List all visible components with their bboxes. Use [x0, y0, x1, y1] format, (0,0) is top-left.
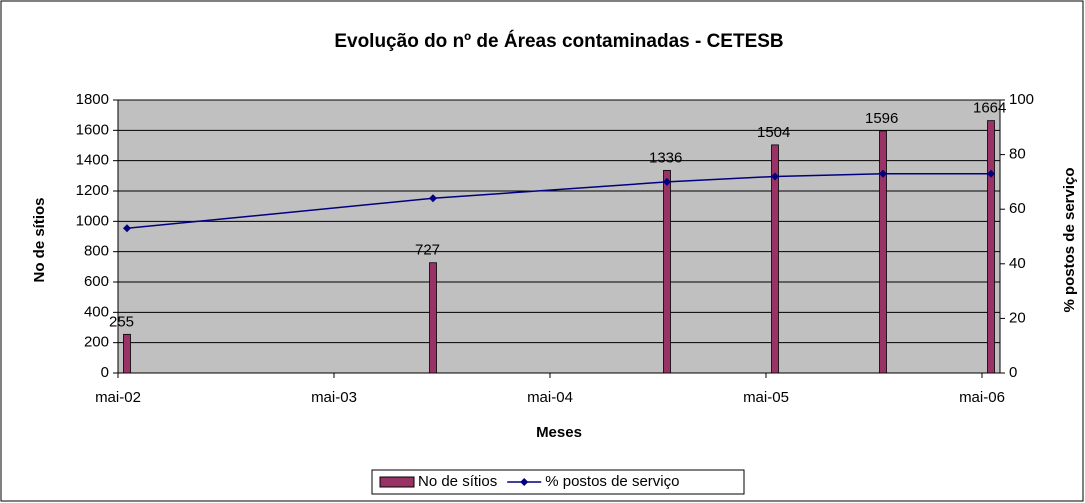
y-tick-label: 0: [101, 364, 109, 381]
bar: [663, 169, 671, 374]
marker: [771, 172, 779, 181]
line: [126, 172, 991, 230]
bar: [771, 144, 779, 374]
x-axis-label: Meses: [536, 424, 582, 441]
data-label: 727: [415, 242, 440, 259]
legend-label: No de sítios: [418, 473, 497, 490]
bar: [429, 262, 437, 374]
y2-tick-label: 40: [1009, 255, 1026, 272]
y-tick-label: 1800: [76, 91, 109, 108]
marker: [429, 194, 437, 203]
y-tick-label: 400: [84, 303, 109, 320]
y-tick-label: 200: [84, 334, 109, 351]
marker: [987, 169, 995, 178]
y2-axis-label: % postos de serviço: [1061, 167, 1078, 312]
x-tick-label: mai-03: [311, 389, 357, 406]
marker: [663, 177, 671, 186]
data-label: 1504: [757, 124, 790, 141]
plot-area: [117, 99, 1001, 374]
data-label: 1336: [649, 149, 682, 166]
bar: [123, 333, 131, 374]
y-tick-label: 1400: [76, 152, 109, 169]
data-label: 1596: [865, 110, 898, 127]
y-tick-label: 800: [84, 243, 109, 260]
y2-tick-label: 100: [1009, 91, 1034, 108]
bar: [987, 120, 995, 374]
y-tick-label: 600: [84, 273, 109, 290]
marker: [123, 224, 131, 233]
data-label: 1664: [973, 100, 1006, 117]
x-tick-label: mai-04: [527, 389, 573, 406]
chart-title: Evolução do nº de Áreas contaminadas - C…: [334, 30, 783, 52]
y-tick-label: 1000: [76, 212, 109, 229]
data-label: 255: [109, 313, 134, 330]
legend-swatch: [379, 476, 415, 488]
y-tick-label: 1200: [76, 182, 109, 199]
x-tick-label: mai-06: [959, 389, 1005, 406]
y2-tick-label: 0: [1009, 364, 1017, 381]
legend: [371, 469, 745, 495]
x-tick-label: mai-05: [743, 389, 789, 406]
y2-tick-label: 20: [1009, 309, 1026, 326]
y-axis-label: No de sítios: [31, 197, 48, 282]
legend-marker: [520, 478, 529, 486]
y2-tick-label: 60: [1009, 200, 1026, 217]
bar: [879, 130, 887, 374]
marker: [879, 169, 887, 178]
legend-label: % postos de serviço: [545, 473, 679, 490]
y-tick-label: 1600: [76, 121, 109, 138]
x-tick-label: mai-02: [95, 389, 141, 406]
y2-tick-label: 80: [1009, 146, 1026, 163]
